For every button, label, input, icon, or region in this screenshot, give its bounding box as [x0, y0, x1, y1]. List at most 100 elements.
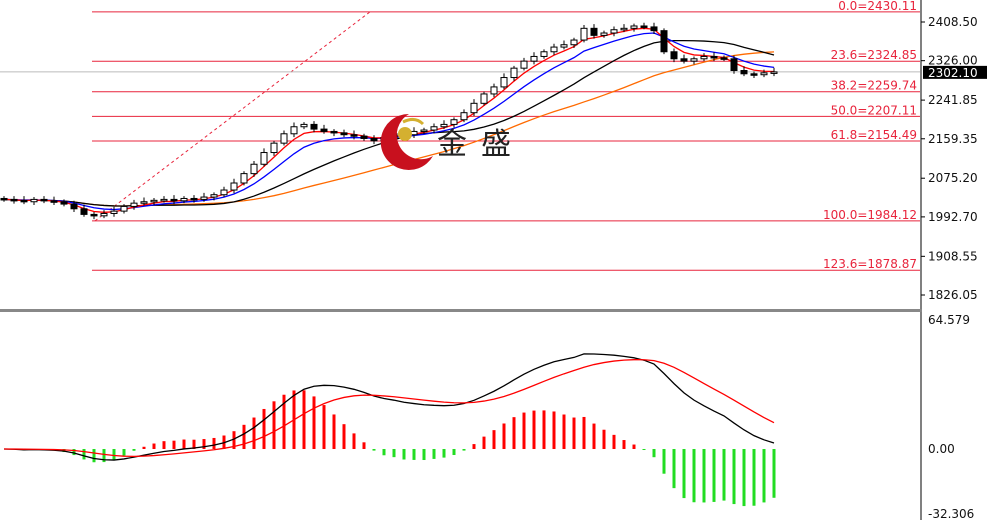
candle-body [170, 198, 178, 202]
candle [630, 23, 638, 32]
candle [640, 22, 648, 30]
macd-histogram-bar [472, 444, 476, 449]
candle-body [210, 194, 218, 198]
current-price-label: 2302.10 [928, 66, 978, 80]
macd-histogram-bar [772, 449, 776, 498]
macd-histogram-bar [652, 449, 656, 458]
macd-histogram-bar [452, 449, 456, 456]
macd-histogram-bar [412, 449, 416, 460]
macd-histogram-bar [172, 440, 176, 449]
macd-histogram-bar [692, 449, 696, 503]
candle-body [740, 70, 748, 75]
candle-body [120, 205, 128, 212]
candle-body [630, 25, 638, 29]
macd-histogram-bar [242, 424, 246, 449]
candle-body [460, 112, 468, 121]
candle [120, 204, 128, 214]
candle [420, 127, 428, 134]
macd-histogram-bar [142, 446, 146, 449]
candle [690, 56, 698, 65]
macd-histogram-bar [262, 408, 266, 449]
candle [0, 196, 8, 202]
candle-body [110, 210, 118, 214]
macd-histogram-bar [532, 410, 536, 449]
macd-histogram-bar [622, 440, 626, 449]
candle-body [670, 51, 678, 60]
candle [280, 130, 288, 146]
macd-histogram-bar [712, 449, 716, 502]
macd-line [3, 353, 775, 461]
candle [430, 123, 438, 134]
candle-body [200, 196, 208, 200]
candle-body [60, 201, 68, 205]
candle-body [350, 134, 358, 137]
candle [460, 109, 468, 123]
candle [300, 122, 308, 130]
candle [110, 206, 118, 217]
candle-body [50, 200, 58, 203]
candle-body [180, 197, 188, 202]
price-tick-label: 2408.50 [928, 15, 978, 29]
candle [230, 178, 238, 194]
candle-body [700, 55, 708, 60]
macd-histogram-bar [362, 442, 366, 449]
macd-histogram-bar [522, 412, 526, 449]
candle [10, 196, 18, 204]
candle-body [280, 133, 288, 144]
price-tick-label: 2241.85 [928, 93, 978, 107]
candle-body [250, 163, 258, 175]
macd-histogram-bar [92, 449, 96, 463]
candle [760, 69, 768, 78]
candle [270, 140, 278, 156]
macd-tick-label: 64.579 [928, 313, 970, 327]
macd-histogram-bar [402, 449, 406, 460]
candle [730, 55, 738, 74]
candle-body [720, 57, 728, 60]
candle [360, 133, 368, 141]
macd-histogram-bar [72, 449, 76, 456]
macd-tick-label: 0.00 [928, 442, 955, 456]
macd-histogram-bar [482, 436, 486, 449]
candle [740, 66, 748, 77]
candle [560, 40, 568, 50]
candle-body [540, 51, 548, 57]
fib-label-23.6: 23.6=2324.85 [831, 48, 917, 62]
price-tick-label: 1826.05 [928, 288, 978, 302]
candle-body [470, 102, 478, 114]
candle [450, 117, 458, 128]
candle-body [100, 212, 108, 217]
macd-histogram-bar [632, 444, 636, 449]
fib-label-38.2: 38.2=2259.74 [831, 79, 917, 93]
macd-histogram-bar [732, 449, 736, 505]
candle [210, 192, 218, 201]
fibonacci-levels: 0.0=2430.11 23.6=2324.85 38.2=2259.74 50.0=… [0, 0, 920, 271]
candle [130, 199, 138, 210]
candle [240, 171, 248, 186]
macd-histogram-bar [462, 449, 466, 451]
macd-histogram-bar [382, 449, 386, 456]
candle [670, 48, 678, 63]
macd-histogram-bar [82, 449, 86, 460]
candle-body [560, 44, 568, 48]
macd-histogram-bar [282, 394, 286, 449]
macd-histogram-bar [372, 449, 376, 451]
current-price-badge [923, 65, 987, 79]
candle [200, 192, 208, 202]
macd-histogram-bar [602, 429, 606, 449]
macd-histogram-bar [642, 449, 646, 451]
macd-histogram-bar [722, 449, 726, 501]
candle [310, 121, 318, 133]
candle [490, 83, 498, 98]
candle [720, 55, 728, 62]
candle [70, 200, 78, 213]
candle [150, 197, 158, 206]
candle-body [770, 71, 778, 74]
candle [170, 195, 178, 205]
candle-body [480, 93, 488, 104]
macd-histogram-bar [702, 449, 706, 503]
candle-body [310, 123, 318, 130]
candle-body [450, 119, 458, 125]
candle [570, 37, 578, 49]
